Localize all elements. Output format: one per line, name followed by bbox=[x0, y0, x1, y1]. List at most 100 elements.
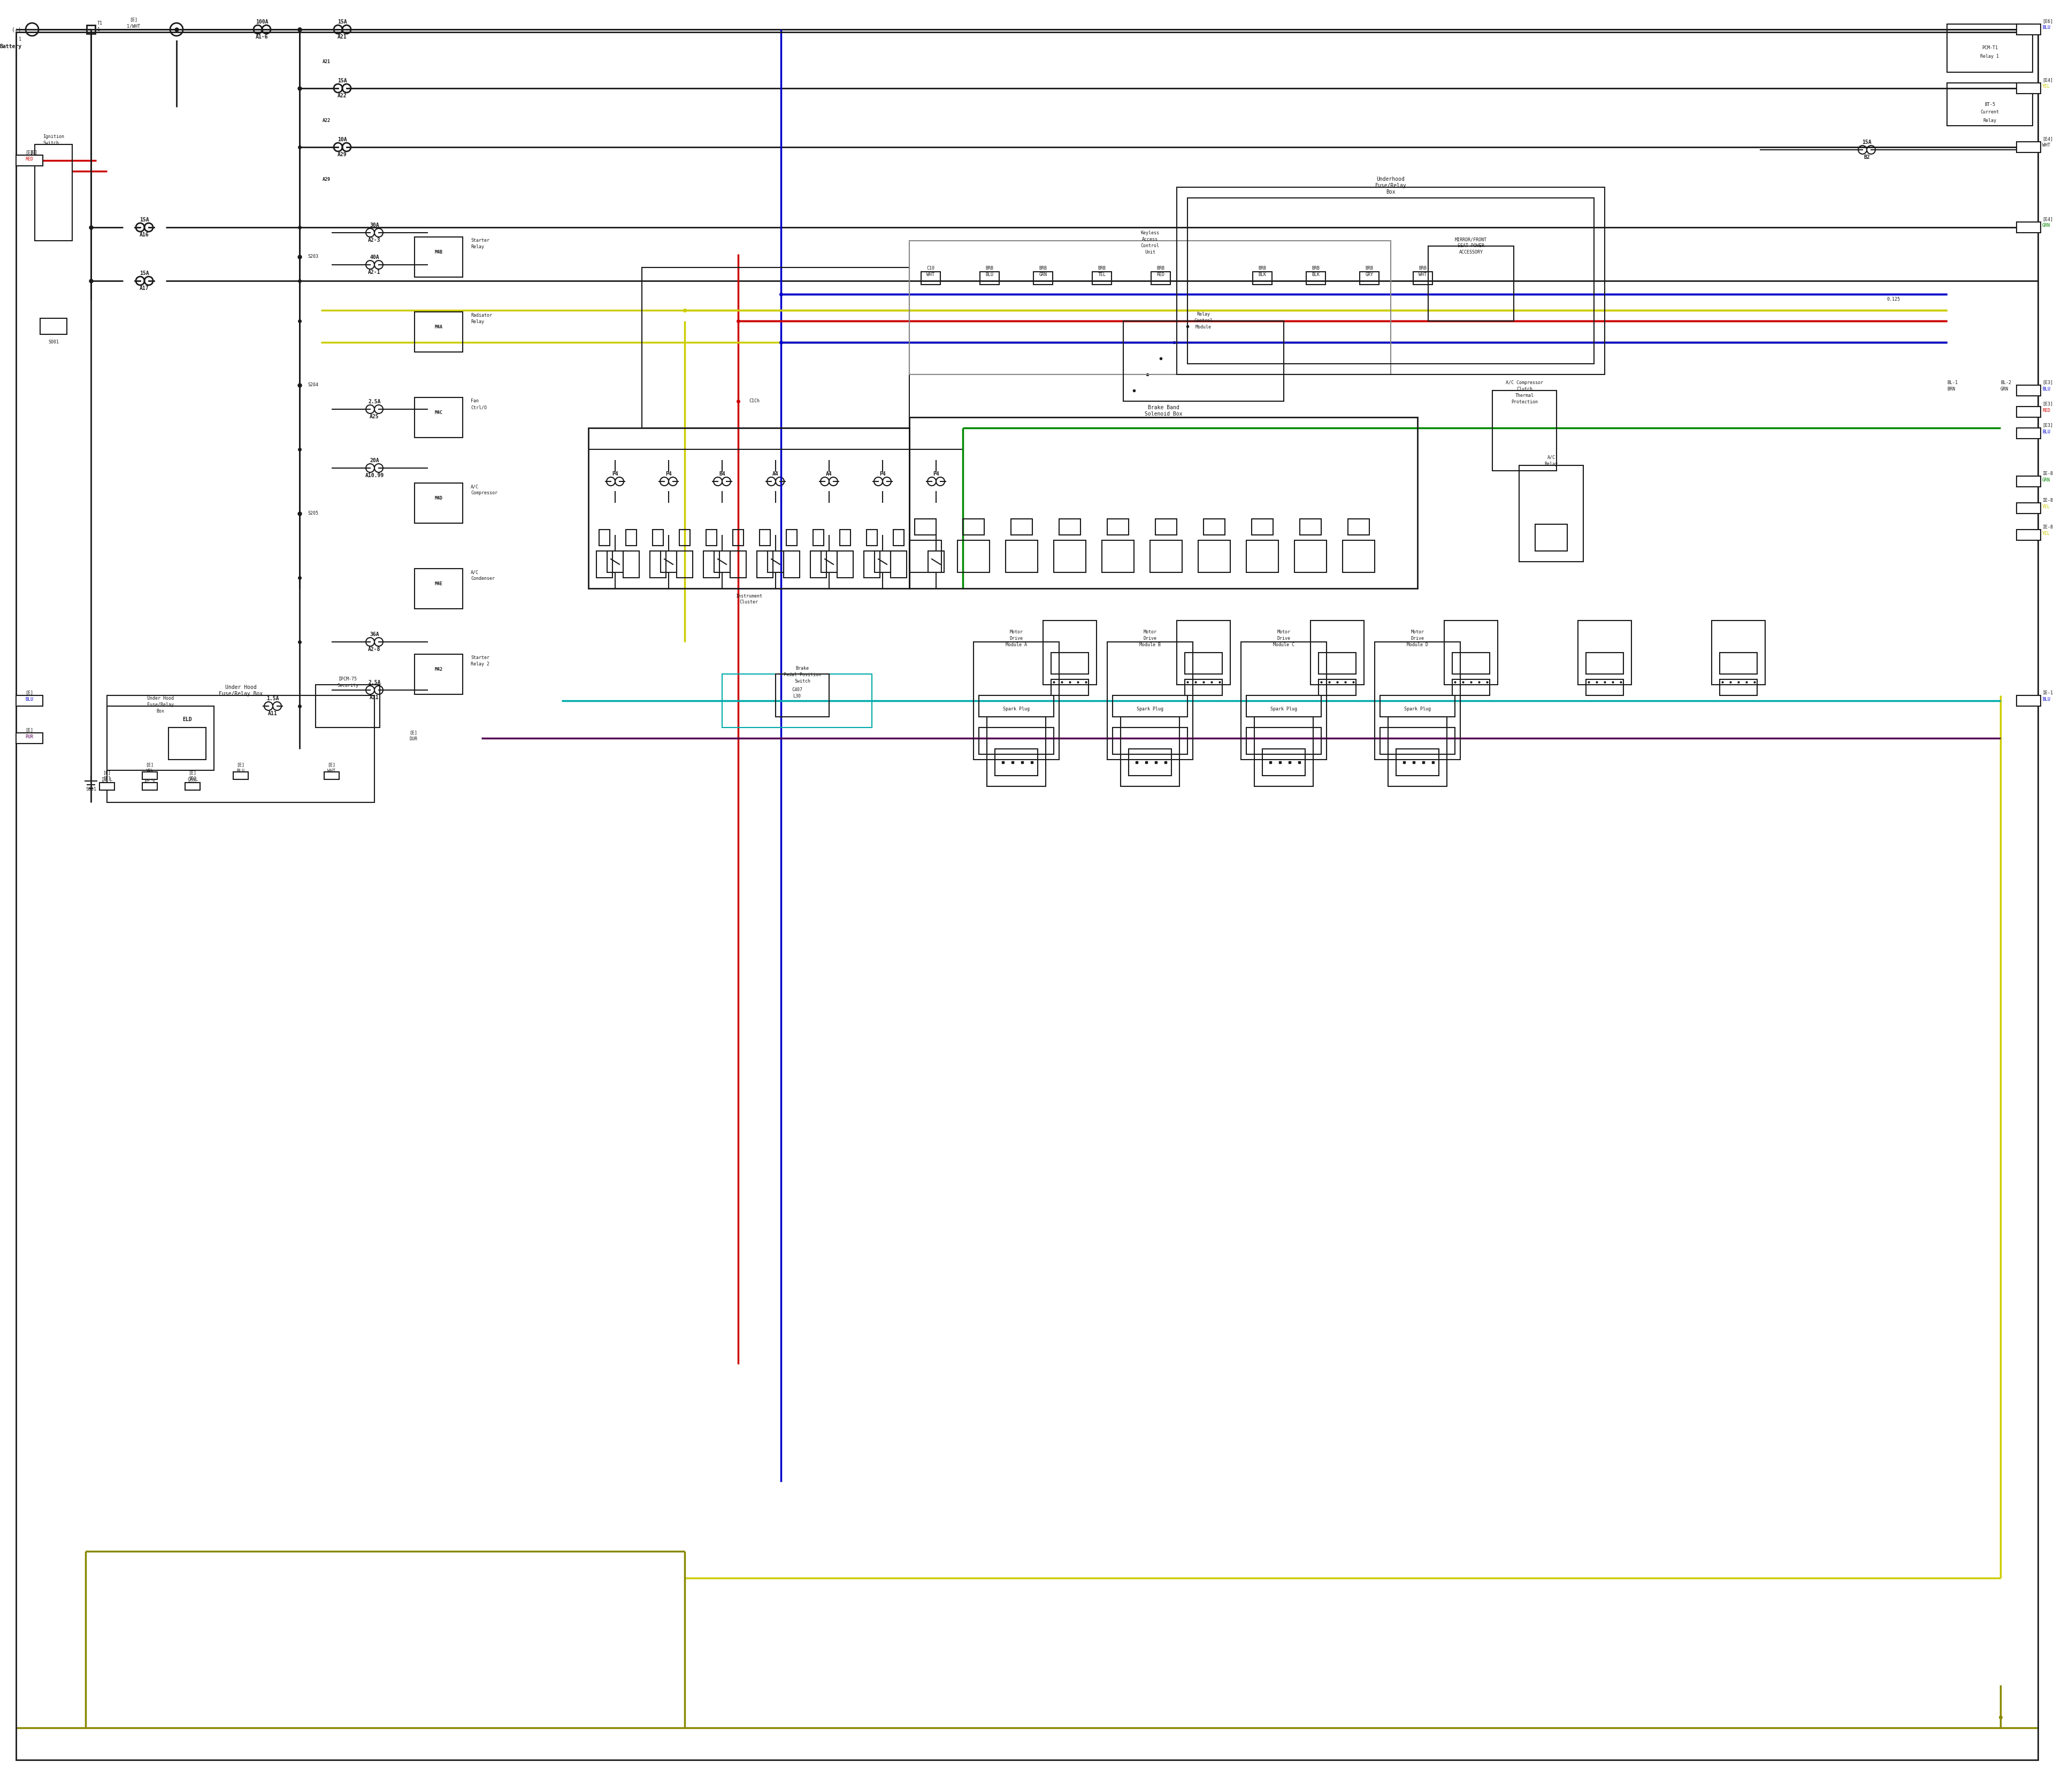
Bar bbox=[1319, 652, 1356, 674]
Text: Control: Control bbox=[1140, 244, 1158, 247]
Text: 10A: 10A bbox=[337, 136, 347, 142]
Text: Fuse/Relay: Fuse/Relay bbox=[1374, 183, 1407, 188]
Bar bbox=[1719, 679, 1756, 695]
Text: P4: P4 bbox=[612, 471, 618, 477]
Bar bbox=[1251, 520, 1273, 536]
Bar bbox=[2017, 407, 2040, 418]
Text: M42: M42 bbox=[435, 667, 442, 672]
Bar bbox=[622, 550, 639, 577]
Text: BRB: BRB bbox=[1366, 267, 1374, 271]
Text: A/C: A/C bbox=[470, 570, 479, 575]
Text: BRB: BRB bbox=[1039, 267, 1048, 271]
Text: RED: RED bbox=[2042, 409, 2050, 412]
Text: WHT: WHT bbox=[329, 769, 335, 774]
Bar bbox=[2017, 477, 2040, 487]
Text: GRN: GRN bbox=[1039, 272, 1048, 278]
Text: BRN: BRN bbox=[1947, 387, 1955, 391]
Bar bbox=[1011, 520, 1033, 536]
Bar bbox=[1452, 679, 1489, 695]
Text: [E]: [E] bbox=[25, 690, 33, 695]
Bar bbox=[1294, 539, 1327, 572]
Bar bbox=[596, 550, 612, 577]
Text: 1.5A: 1.5A bbox=[267, 695, 279, 701]
Text: C10: C10 bbox=[926, 267, 935, 271]
Bar bbox=[980, 695, 1054, 717]
Bar bbox=[316, 685, 380, 728]
Text: A/C: A/C bbox=[470, 484, 479, 489]
Text: Box: Box bbox=[1386, 190, 1395, 195]
Text: Starter: Starter bbox=[470, 656, 489, 661]
Text: Starter: Starter bbox=[470, 238, 489, 244]
Text: [E3]: [E3] bbox=[2042, 380, 2052, 385]
Bar bbox=[16, 695, 43, 706]
Bar bbox=[1947, 82, 2033, 125]
Text: PCM-T1: PCM-T1 bbox=[1982, 47, 1999, 50]
Text: Motor: Motor bbox=[1011, 629, 1023, 634]
Bar bbox=[1444, 620, 1497, 685]
Text: Access: Access bbox=[1142, 237, 1158, 242]
Bar bbox=[1060, 520, 1080, 536]
Bar bbox=[838, 550, 852, 577]
Text: A29: A29 bbox=[322, 177, 331, 181]
Text: 1/WHT: 1/WHT bbox=[127, 23, 140, 29]
Text: [E3]: [E3] bbox=[2042, 423, 2052, 428]
Text: Spark Plug: Spark Plug bbox=[1269, 706, 1298, 711]
Text: Switch: Switch bbox=[795, 679, 811, 685]
Bar bbox=[2017, 23, 2040, 34]
Bar bbox=[2017, 142, 2040, 152]
Text: GRN: GRN bbox=[2042, 477, 2050, 482]
Text: 1: 1 bbox=[18, 36, 21, 41]
Bar bbox=[813, 530, 824, 545]
Text: A22: A22 bbox=[322, 118, 331, 124]
Bar bbox=[41, 319, 68, 335]
Bar bbox=[2017, 695, 2040, 706]
Text: A17: A17 bbox=[140, 285, 150, 290]
Bar bbox=[910, 539, 941, 572]
Text: (+): (+) bbox=[12, 27, 21, 32]
Bar bbox=[1093, 272, 1111, 285]
Bar bbox=[1347, 520, 1370, 536]
Text: TEL: TEL bbox=[1099, 272, 1105, 278]
Text: 2.5A: 2.5A bbox=[368, 400, 380, 405]
Bar bbox=[893, 530, 904, 545]
Text: Ignition: Ignition bbox=[43, 134, 64, 138]
Bar bbox=[1128, 749, 1171, 776]
Bar bbox=[928, 550, 945, 572]
Text: BRB: BRB bbox=[1313, 267, 1321, 271]
Text: Module B: Module B bbox=[1140, 643, 1161, 647]
Bar bbox=[785, 550, 799, 577]
Text: Fuse/Relay: Fuse/Relay bbox=[148, 702, 175, 706]
Text: [E]: [E] bbox=[146, 771, 154, 776]
Text: BLU: BLU bbox=[2042, 697, 2050, 701]
Bar bbox=[776, 674, 830, 717]
Text: BL-2: BL-2 bbox=[2001, 380, 2011, 385]
Text: Brake: Brake bbox=[795, 667, 809, 670]
Text: BLK: BLK bbox=[1259, 272, 1267, 278]
Bar bbox=[1263, 749, 1304, 776]
Text: [E]: [E] bbox=[409, 731, 417, 735]
Text: GRY: GRY bbox=[1366, 272, 1374, 278]
Bar bbox=[107, 706, 214, 771]
Text: A10.99: A10.99 bbox=[366, 473, 384, 478]
Text: S001: S001 bbox=[86, 787, 97, 792]
Text: [E]: [E] bbox=[129, 18, 138, 22]
Text: [E]: [E] bbox=[103, 771, 111, 776]
Text: BRB: BRB bbox=[1259, 267, 1267, 271]
Text: WHT: WHT bbox=[2042, 143, 2050, 149]
Text: Solenoid Box: Solenoid Box bbox=[1144, 412, 1183, 418]
Text: 36A: 36A bbox=[370, 633, 380, 638]
Text: Spark Plug: Spark Plug bbox=[1002, 706, 1029, 711]
Text: IE-8: IE-8 bbox=[2042, 471, 2052, 477]
Text: A11: A11 bbox=[370, 695, 380, 701]
Text: [E]: [E] bbox=[29, 151, 37, 154]
Bar bbox=[86, 25, 94, 34]
Text: P4: P4 bbox=[665, 471, 672, 477]
Bar bbox=[415, 312, 462, 351]
Text: ELD: ELD bbox=[183, 717, 191, 722]
Text: YEL: YEL bbox=[146, 769, 154, 774]
Bar bbox=[980, 728, 1054, 754]
Text: IPCM-75: IPCM-75 bbox=[339, 677, 357, 681]
Text: Motor: Motor bbox=[1278, 629, 1290, 634]
Text: M4A: M4A bbox=[435, 324, 442, 330]
Text: 100A: 100A bbox=[257, 20, 269, 25]
